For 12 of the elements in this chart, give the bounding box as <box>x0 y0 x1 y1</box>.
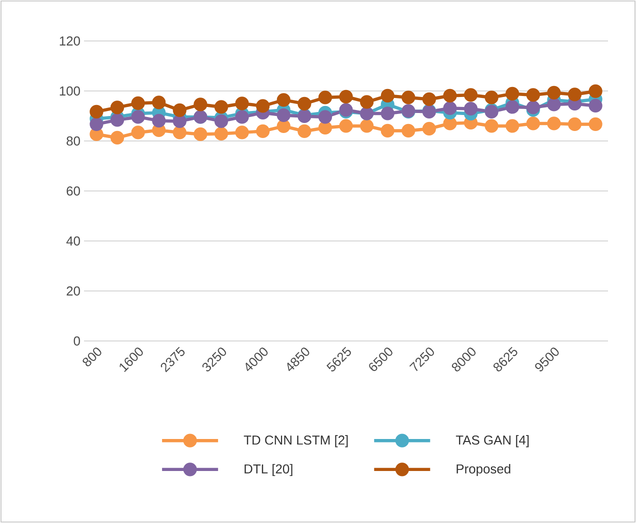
y-tick-label: 120 <box>60 36 80 46</box>
y-tick-label: 60 <box>66 186 80 196</box>
y-tick-label: 0 <box>74 336 80 346</box>
x-tick-label: 800 <box>82 348 102 366</box>
legend-label: Proposed <box>456 464 510 476</box>
y-tick-label: 80 <box>66 136 80 146</box>
legend-label: TD CNN LSTM [2] <box>244 435 348 448</box>
y-tick-label: 100 <box>60 86 80 96</box>
y-tick-label: 20 <box>66 286 80 296</box>
legend-label: TAS GAN [4] <box>456 435 529 448</box>
legend-label: DTL [20] <box>244 464 292 476</box>
y-tick-label: 40 <box>66 236 80 246</box>
